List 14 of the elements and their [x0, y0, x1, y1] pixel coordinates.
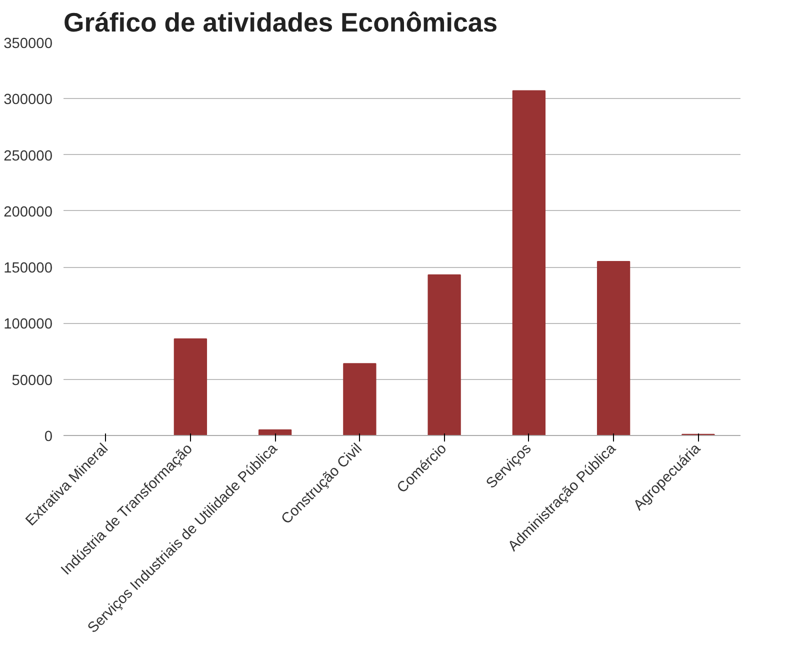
bar [512, 90, 546, 436]
bar [343, 363, 376, 436]
bar [596, 260, 630, 436]
y-tick-label: 200000 [4, 204, 53, 220]
chart-title: Gráfico de atividades Econômicas [64, 8, 498, 38]
y-tick-label: 100000 [4, 316, 53, 333]
y-tick-label: 350000 [4, 36, 53, 52]
y-tick-label: 300000 [4, 92, 53, 108]
y-tick-label: 250000 [4, 148, 53, 164]
y-tick-label: 150000 [4, 260, 53, 277]
bar [174, 338, 208, 436]
y-tick-label: 0 [44, 429, 53, 445]
bar [428, 274, 461, 436]
y-tick-label: 50000 [12, 372, 53, 389]
